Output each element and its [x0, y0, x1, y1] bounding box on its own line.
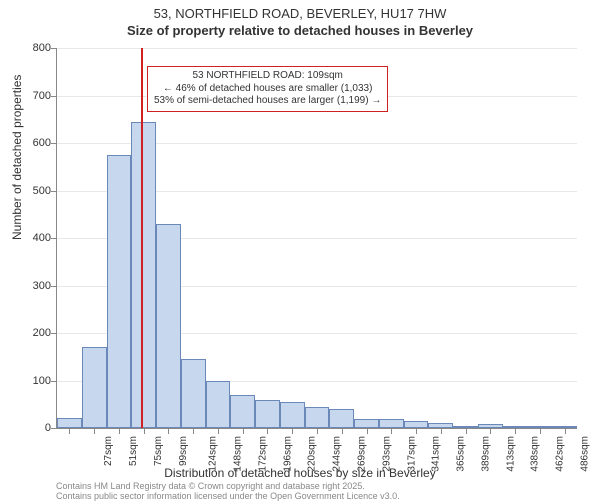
annotation-line1: 53 NORTHFIELD ROAD: 109sqm [154, 70, 381, 83]
y-tick-label: 600 [33, 137, 51, 149]
x-tick [466, 428, 467, 434]
x-tick [144, 428, 145, 434]
y-tick [51, 381, 57, 382]
histogram-bar [379, 419, 404, 428]
x-tick [119, 428, 120, 434]
y-tick [51, 96, 57, 97]
x-tick [342, 428, 343, 434]
histogram-bar [404, 421, 429, 428]
y-tick-label: 500 [33, 185, 51, 197]
y-tick-label: 400 [33, 232, 51, 244]
y-axis-title: Number of detached properties [10, 75, 24, 240]
footer-line2: Contains public sector information licen… [56, 492, 400, 502]
chart-title-line2: Size of property relative to detached ho… [0, 23, 600, 38]
x-tick [94, 428, 95, 434]
y-tick-label: 800 [33, 42, 51, 54]
y-tick-label: 0 [45, 422, 51, 434]
x-tick [391, 428, 392, 434]
chart-title-line1: 53, NORTHFIELD ROAD, BEVERLEY, HU17 7HW [0, 6, 600, 21]
x-tick [367, 428, 368, 434]
plot-area: 010020030040050060070080027sqm51sqm75sqm… [56, 48, 577, 429]
x-tick [441, 428, 442, 434]
y-tick-label: 700 [33, 90, 51, 102]
y-tick-label: 100 [33, 375, 51, 387]
histogram-bar [82, 347, 107, 428]
histogram-bar [57, 418, 82, 428]
x-tick [292, 428, 293, 434]
histogram-bar [107, 155, 132, 428]
y-tick [51, 143, 57, 144]
histogram-bar [156, 224, 181, 428]
x-tick [490, 428, 491, 434]
histogram-bar [181, 359, 206, 428]
x-tick [218, 428, 219, 434]
y-tick [51, 428, 57, 429]
histogram-bar [329, 409, 354, 428]
grid-line [57, 48, 577, 49]
y-tick-label: 300 [33, 280, 51, 292]
x-tick-label: 51sqm [128, 436, 139, 466]
histogram-bar [280, 402, 305, 428]
histogram-bar [230, 395, 255, 428]
x-tick [317, 428, 318, 434]
x-tick [243, 428, 244, 434]
x-tick-label: 99sqm [178, 436, 189, 466]
x-tick [168, 428, 169, 434]
x-tick [193, 428, 194, 434]
x-tick [416, 428, 417, 434]
annotation-line2: ← 46% of detached houses are smaller (1,… [154, 83, 381, 96]
y-tick [51, 286, 57, 287]
x-tick [69, 428, 70, 434]
x-tick [515, 428, 516, 434]
x-tick [540, 428, 541, 434]
chart-container: 53, NORTHFIELD ROAD, BEVERLEY, HU17 7HW … [0, 0, 600, 500]
x-tick [267, 428, 268, 434]
y-tick [51, 191, 57, 192]
annotation-box: 53 NORTHFIELD ROAD: 109sqm ← 46% of deta… [147, 66, 388, 112]
footer-text: Contains HM Land Registry data © Crown c… [56, 482, 400, 502]
histogram-bar [206, 381, 231, 429]
y-tick [51, 333, 57, 334]
x-axis-title: Distribution of detached houses by size … [0, 466, 600, 480]
histogram-bar [255, 400, 280, 429]
histogram-bar [354, 419, 379, 428]
x-tick-label: 27sqm [103, 436, 114, 466]
y-tick [51, 48, 57, 49]
y-tick-label: 200 [33, 327, 51, 339]
x-tick-label: 75sqm [153, 436, 164, 466]
x-tick [565, 428, 566, 434]
y-tick [51, 238, 57, 239]
annotation-line3: 53% of semi-detached houses are larger (… [154, 95, 381, 108]
property-marker-line [141, 48, 143, 428]
histogram-bar [305, 407, 330, 428]
histogram-bar [131, 122, 156, 428]
